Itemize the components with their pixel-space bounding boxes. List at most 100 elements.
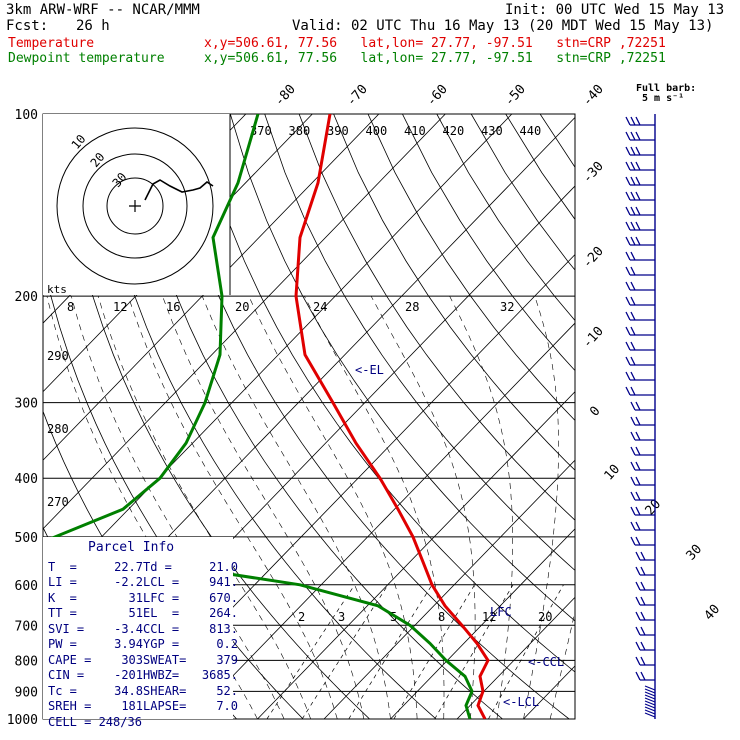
isotherm [590,114,740,719]
mixing-ratio-line [348,584,433,719]
pressure-tick-label: 800 [15,654,38,669]
isotherm [323,459,575,719]
wind-barb [635,596,655,606]
wind-barb [630,476,655,486]
wind-barb [630,521,655,531]
parcel-info-value: 303 [121,652,143,667]
hodograph-ring [56,127,214,285]
parcel-info-value: -3.4 [114,621,143,636]
model-title: 3km ARW-WRF -- NCAR/MMM [6,2,200,18]
legend-temperature: Temperature [8,36,95,51]
temperature-location: x,y=506.61, 77.56 lat,lon= 27.77, -97.51… [204,36,666,51]
wind-barb [644,703,656,709]
isotherm-label: -40 [580,82,607,109]
parcel-info-row: CIN = -201 HWBZ= 3685. [48,668,238,684]
wind-barb [625,341,655,351]
wind-barb [644,697,656,703]
isotherm-label: 0 [587,404,603,420]
hodograph-origin [129,200,141,212]
wind-barb [625,116,655,126]
parcel-info-row: T = 22.7 Td = 21.0 [48,560,238,576]
theta-e-label: 420 [443,124,465,138]
parcel-info-value: 670. [209,590,238,605]
isotherm-label: -20 [580,244,607,271]
isotherm [723,114,740,719]
parcel-info-value: 941. [209,575,238,589]
parcel-info-value: 51 [128,606,143,620]
valid-time: Valid: 02 UTC Thu 16 May 13 (20 MDT Wed … [292,18,714,34]
parcel-level-label: LFC [490,605,512,619]
parcel-info-panel: Parcel Info T = 22.7 Td = 21.0 LI = -2.2 LCL = 9… [48,540,238,730]
parcel-info-key: EL = [143,606,180,620]
wind-barb [635,566,655,576]
moist-adiabat [304,295,445,719]
wind-barb [630,431,655,441]
wind-barb [644,712,656,718]
parcel-level-label: <-EL [355,363,384,377]
wind-barb [625,281,655,291]
speed-label: 8 [67,300,74,314]
wind-barb [635,626,655,636]
wind-barb [630,401,655,411]
moist-adiabat [449,295,513,719]
parcel-info-background [43,537,233,719]
parcel-info-value: 181 [121,699,143,713]
parcel-info-key: Tc = [48,683,77,698]
dry-adiabat [367,114,575,422]
parcel-level-label: <-LCL [503,695,539,709]
parcel-info-key: LCL = [143,575,180,589]
parcel-info-cell: CELL = 248/36 [48,714,142,729]
dry-adiabat [402,114,575,372]
theta-e-label: 410 [404,124,426,138]
pressure-tick-label: 700 [15,619,38,634]
wind-barb [644,685,656,691]
forecast-hour: 26 h [76,18,110,34]
isotherm-label: 30 [684,542,706,564]
parcel-info-value: 3685. [201,668,238,682]
parcel-info-value: 7.0 [216,699,238,713]
theta-e-label: 400 [366,124,388,138]
dry-adiabat [92,114,437,719]
wind-barb [644,691,656,697]
dry-adiabat [333,114,575,471]
parcel-info-key: SHEAR= [143,683,187,698]
side-scale-label: 270 [47,495,69,509]
isotherm [190,322,575,719]
parcel-info-value: 264. [209,606,238,620]
wind-barb [630,491,655,501]
mixing-ratio-label: 2 [298,610,305,624]
parcel-info-value: -2.2 [114,575,143,589]
barb-legend-unit: 5 m s⁻¹ [642,93,685,104]
parcel-info-key: K = [48,590,77,605]
wind-barb [630,446,655,456]
pressure-tick-label: 1000 [7,713,38,728]
temperature-profile [294,114,490,719]
parcel-info-row: LI = -2.2 LCL = 941. [48,575,238,591]
isotherm [43,114,513,598]
wind-barb [625,311,655,321]
hodograph-ring [82,153,188,259]
parcel-info-key: TT = [48,606,77,620]
moist-adiabat [97,296,311,719]
wind-barb [635,656,655,666]
isotherm-label: -80 [272,82,299,109]
parcel-info-value: 813. [209,621,238,636]
pressure-tick-label: 200 [15,290,38,305]
wind-barb [630,461,655,471]
parcel-info-key: LFC = [143,590,180,605]
wind-barb [625,251,655,261]
mixing-ratio-label: 3 [338,610,345,624]
isotherm [43,114,446,530]
wind-barb [625,236,655,246]
hodograph-ring [106,177,164,235]
isotherm-label: 10 [602,462,624,484]
dewpoint-location: x,y=506.61, 77.56 lat,lon= 27.77, -97.51… [204,51,666,66]
speed-label: 16 [166,300,180,314]
dry-adiabat [229,114,575,622]
parcel-info-key: CIN = [48,668,85,682]
moist-adiabat [549,610,575,719]
dry-adiabat [712,114,740,719]
isotherm-label: -50 [502,82,529,109]
theta-e-label: 440 [520,124,542,138]
forecast-label: Fcst: [6,18,49,34]
